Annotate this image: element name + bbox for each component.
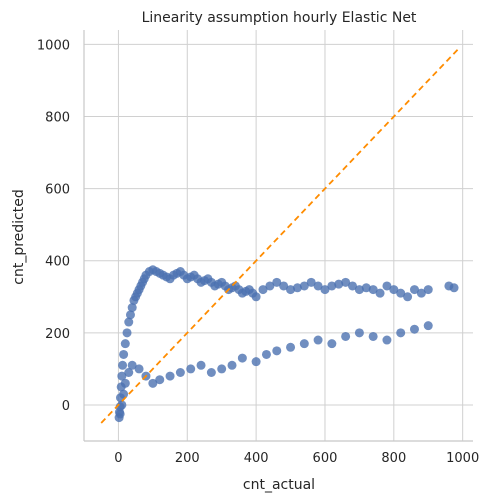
data-point (389, 285, 399, 295)
data-point (118, 360, 128, 370)
data-point (382, 281, 392, 291)
data-point (382, 335, 392, 345)
data-point (120, 378, 130, 388)
data-point (306, 277, 316, 287)
y-tick-label: 0 (62, 399, 70, 414)
data-point (206, 368, 216, 377)
data-point (119, 389, 129, 399)
data-point (120, 339, 130, 349)
data-point (127, 360, 137, 370)
data-point (115, 409, 125, 419)
data-point (368, 331, 378, 341)
data-point (272, 346, 282, 356)
data-point (265, 281, 275, 291)
data-point (341, 331, 351, 341)
x-tick-label: 0 (114, 451, 122, 466)
data-point (423, 285, 433, 295)
data-point (341, 277, 351, 287)
data-point (227, 360, 237, 370)
data-point (368, 285, 378, 295)
data-point (375, 288, 385, 298)
y-axis-label: cnt_predicted (11, 189, 27, 284)
data-point (409, 285, 419, 295)
data-point (261, 349, 271, 359)
data-point (258, 285, 268, 295)
data-point (327, 281, 337, 291)
data-point (148, 378, 158, 388)
data-point (313, 281, 323, 291)
data-point (354, 328, 364, 338)
data-point (396, 328, 406, 338)
x-axis-label: cnt_actual (243, 477, 315, 493)
data-point (134, 364, 144, 374)
data-point (186, 364, 196, 374)
data-point (124, 317, 134, 327)
data-point (122, 328, 132, 338)
data-point (286, 342, 296, 352)
data-point (299, 281, 309, 291)
x-tick-label: 600 (313, 451, 338, 466)
y-tick-label: 1000 (37, 38, 70, 53)
data-point (272, 277, 282, 287)
data-point (313, 335, 323, 345)
data-point (119, 349, 129, 359)
data-point (175, 368, 185, 377)
data-point (396, 288, 406, 298)
y-tick-label: 400 (45, 255, 70, 270)
x-tick-label: 400 (244, 451, 269, 466)
x-tick-label: 200 (175, 451, 200, 466)
data-point (196, 360, 206, 370)
data-point (286, 285, 296, 295)
data-point (449, 283, 459, 293)
data-point (117, 371, 127, 381)
data-point (117, 400, 127, 410)
y-tick-label: 200 (45, 327, 70, 342)
y-tick-label: 600 (45, 183, 70, 198)
y-tick-label: 800 (45, 111, 70, 126)
reference-line (100, 47, 460, 424)
data-point (299, 339, 309, 349)
data-point (127, 303, 137, 313)
tick-labels: 0 200 400 600 800 1000 0 200 400 600 800 1000 (37, 38, 479, 466)
scatter-points (114, 265, 459, 423)
data-point (237, 353, 247, 363)
data-point (416, 288, 426, 298)
x-tick-label: 800 (381, 451, 406, 466)
data-point (251, 357, 261, 367)
x-tick-label: 1000 (446, 451, 479, 466)
data-point (125, 310, 135, 320)
data-point (155, 375, 165, 385)
data-point (361, 283, 371, 293)
data-point (327, 339, 337, 349)
data-point (354, 285, 364, 295)
data-point (217, 364, 227, 374)
data-point (251, 292, 261, 302)
data-point (423, 321, 433, 331)
data-point (124, 368, 134, 377)
chart-title: Linearity assumption hourly Elastic Net (142, 10, 417, 26)
data-point (334, 279, 344, 289)
data-point (403, 292, 413, 302)
data-point (292, 283, 302, 293)
data-point (348, 281, 358, 291)
data-point (279, 281, 289, 291)
data-point (320, 285, 330, 295)
data-point (409, 324, 419, 334)
grid-lines (84, 30, 473, 441)
data-point (165, 371, 175, 381)
